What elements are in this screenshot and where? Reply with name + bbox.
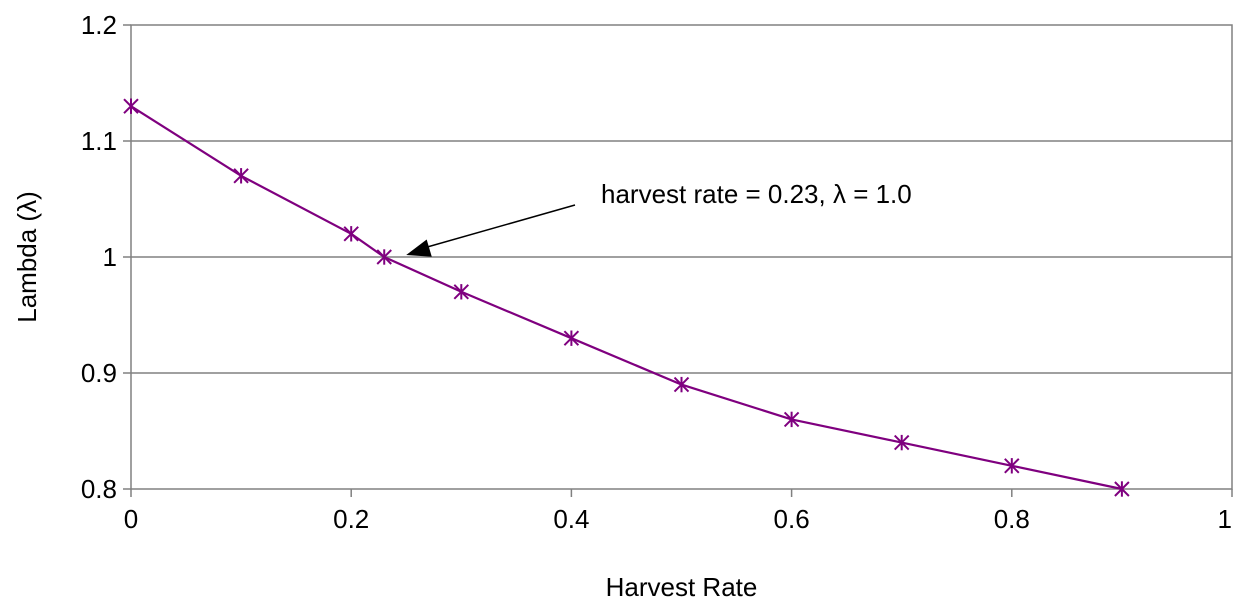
y-tick-label: 1.1: [81, 126, 117, 156]
tick-labels: 0.8 0.9 1 1.1 1.2 0 0.2 0.4 0.6 0.8 1: [81, 10, 1232, 534]
data-point: [1004, 458, 1020, 474]
data-point: [453, 284, 470, 300]
x-tick-label: 0.2: [333, 504, 369, 534]
data-point: [563, 330, 580, 346]
data-point: [233, 168, 249, 184]
y-tick-label: 0.9: [81, 358, 117, 388]
x-tick-label: 0: [124, 504, 138, 534]
data-point: [783, 411, 800, 428]
tick-marks: [123, 24, 1233, 497]
data-point: [893, 434, 910, 451]
y-tick-label: 1.2: [81, 10, 117, 40]
data-point: [123, 98, 139, 114]
data-point: [673, 376, 690, 393]
data-point: [376, 249, 392, 265]
annotation-label: harvest rate = 0.23, λ = 1.0: [601, 179, 912, 209]
x-axis-title: Harvest Rate: [606, 572, 758, 602]
y-tick-label: 1: [103, 242, 117, 272]
x-tick-label: 0.8: [994, 504, 1030, 534]
x-tick-label: 1: [1218, 504, 1232, 534]
series: [123, 98, 1130, 497]
y-tick-label: 0.8: [81, 474, 117, 504]
data-point: [343, 226, 359, 242]
gridlines: [131, 140, 1232, 374]
y-axis-title: Lambda (λ): [12, 191, 42, 323]
x-tick-label: 0.6: [774, 504, 810, 534]
x-tick-label: 0.4: [553, 504, 589, 534]
annotation-arrow-line: [420, 204, 576, 250]
annotations: harvest rate = 0.23, λ = 1.0: [406, 179, 912, 257]
data-point: [1114, 481, 1130, 497]
series-line: [130, 105, 1123, 491]
annotation-arrowhead: [406, 239, 432, 257]
